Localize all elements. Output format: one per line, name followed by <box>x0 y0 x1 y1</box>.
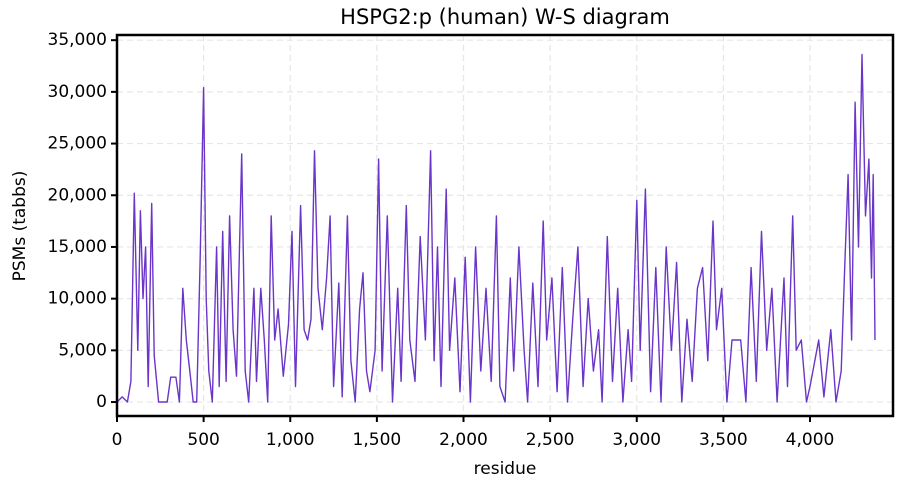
y-tick-label: 35,000 <box>48 30 107 50</box>
y-tick-label: 0 <box>96 392 107 412</box>
x-tick-label: 3,000 <box>612 430 661 450</box>
data-line <box>116 53 876 403</box>
y-tick-label: 5,000 <box>58 340 107 360</box>
x-tick-label: 500 <box>187 430 219 450</box>
x-tick-label: 2,000 <box>439 430 488 450</box>
chart-title: HSPG2:p (human) W-S diagram <box>340 5 670 29</box>
y-tick-label: 10,000 <box>48 289 107 309</box>
plot-frame <box>115 33 895 418</box>
x-tick-label: 3,500 <box>699 430 748 450</box>
x-tick-label: 2,500 <box>526 430 575 450</box>
y-axis-label: PSMs (tabbs) <box>10 171 30 282</box>
x-axis-label: residue <box>474 459 537 479</box>
x-tick-label: 0 <box>112 430 123 450</box>
y-tick-label: 15,000 <box>48 237 107 257</box>
x-tick-label: 4,000 <box>786 430 835 450</box>
x-tick-label: 1,000 <box>266 430 315 450</box>
x-tick-label: 1,500 <box>353 430 402 450</box>
y-tick-label: 20,000 <box>48 185 107 205</box>
y-tick-label: 30,000 <box>48 82 107 102</box>
y-tick-label: 25,000 <box>48 134 107 154</box>
